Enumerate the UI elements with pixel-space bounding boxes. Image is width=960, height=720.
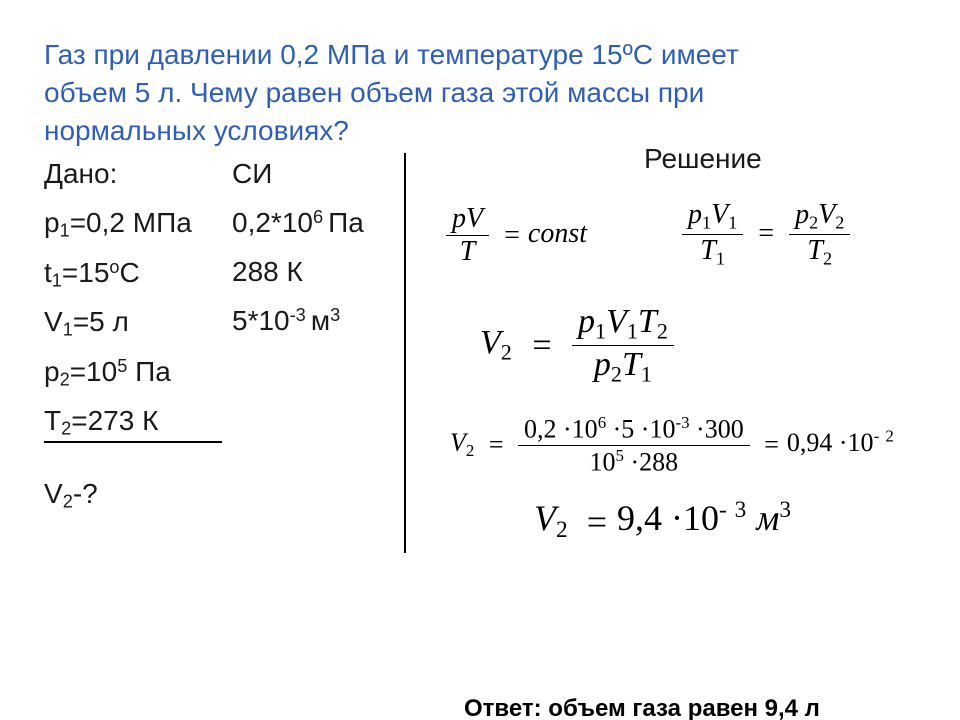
given-find: V2-?	[44, 469, 222, 518]
equation-state-ratio: p1V1 T1 = p2V2 T2	[682, 199, 850, 269]
title-line-2: объем 5 л. Чему равен объем газа этой ма…	[44, 77, 704, 108]
si-column: СИ 0,2*106 Па 288 К 5*10-3 м3	[232, 149, 364, 345]
given-p2: р2=105 Па	[44, 347, 222, 396]
solution-heading: Решение	[644, 143, 762, 175]
equation-combined-law: pV T =const	[446, 203, 587, 268]
equation-V2-formula: V2 = p1V1T2 p2T1	[480, 303, 674, 387]
given-T2: T2=273 К	[44, 396, 222, 445]
equation-V2-numeric: V2 = 0,2 ·106 ·5 ·10-3 ·300 105 ·288 =0,…	[450, 413, 895, 477]
given-p1: р1=0,2 МПа	[44, 198, 222, 247]
si-V1: 5*10-3 м3	[232, 296, 364, 345]
title-line-3: нормальных условиях?	[44, 115, 349, 146]
answer-text: Ответ: объем газа равен 9,4 л	[464, 695, 820, 720]
si-heading: СИ	[232, 149, 364, 198]
slide-title: Газ при давлении 0,2 МПа и температуре 1…	[44, 36, 916, 149]
equation-V2-result: V2 =9,4 ·10- 3 м3	[534, 497, 791, 544]
given-column: Дано: р1=0,2 МПа t1=15oС V1=5 л р2=105 П…	[44, 149, 222, 518]
vertical-divider	[404, 153, 406, 553]
physics-slide: Газ при давлении 0,2 МПа и температуре 1…	[0, 0, 960, 720]
title-line-1: Газ при давлении 0,2 МПа и температуре 1…	[44, 39, 739, 70]
si-T1: 288 К	[232, 247, 364, 296]
given-t1: t1=15oС	[44, 248, 222, 297]
given-V1: V1=5 л	[44, 297, 222, 346]
si-p1: 0,2*106 Па	[232, 198, 364, 247]
given-heading: Дано:	[44, 149, 222, 198]
